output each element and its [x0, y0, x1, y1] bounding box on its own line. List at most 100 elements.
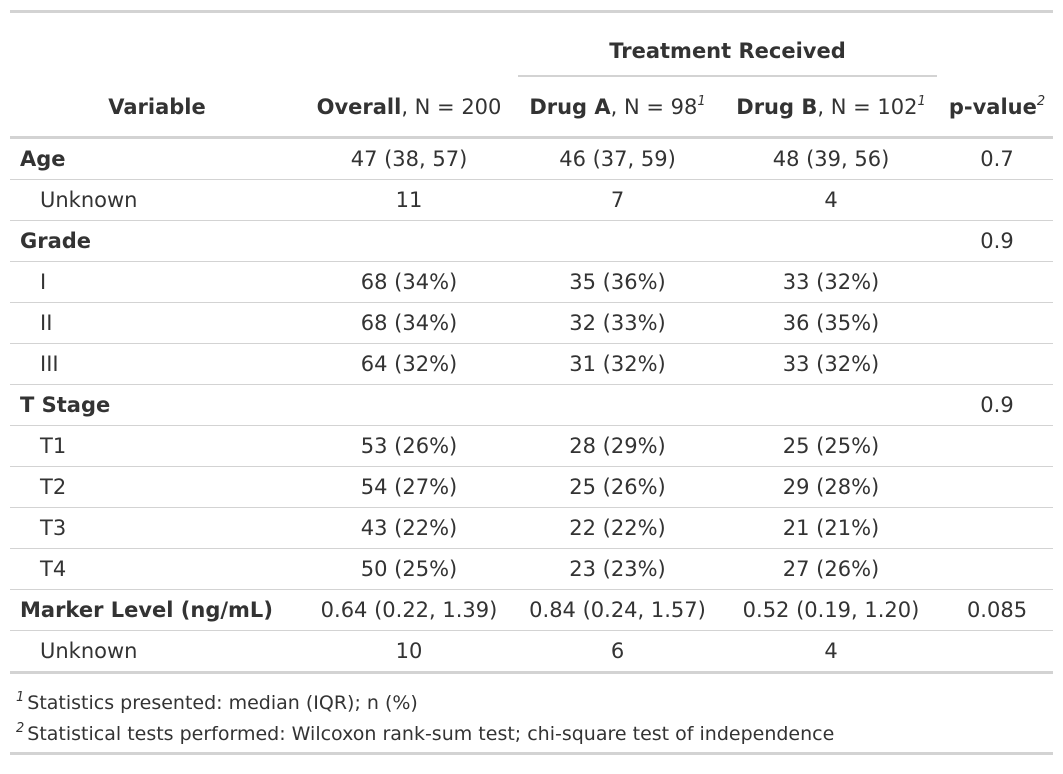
row-label: Grade: [10, 220, 304, 262]
row-label: T4: [10, 548, 304, 590]
column-header-bold: Overall: [316, 94, 402, 119]
cell-p-value: [941, 425, 1053, 467]
table-row: Marker Level (ng/mL) 0.64 (0.22, 1.39) 0…: [10, 589, 1053, 631]
cell-overall: 0.64 (0.22, 1.39): [304, 589, 514, 631]
cell-drug-b: [721, 384, 941, 426]
column-header-bold: Variable: [108, 94, 206, 119]
cell-drug-b: 33 (32%): [721, 261, 941, 303]
cell-drug-a: 6: [514, 630, 721, 673]
column-header-n: , N = 102: [817, 94, 918, 119]
spanner-label: Treatment Received: [518, 39, 937, 77]
cell-p-value: 0.9: [941, 384, 1053, 426]
row-label: Unknown: [10, 179, 304, 221]
cell-overall: 54 (27%): [304, 466, 514, 508]
cell-overall: [304, 384, 514, 426]
cell-p-value: [941, 261, 1053, 303]
column-header-n: , N = 98: [610, 94, 698, 119]
spanner-cell: Treatment Received: [514, 12, 941, 77]
cell-overall: 43 (22%): [304, 507, 514, 549]
spanner-empty-cell: [941, 12, 1053, 78]
cell-overall: 50 (25%): [304, 548, 514, 590]
row-label: III: [10, 343, 304, 385]
column-header-bold: Drug B: [736, 94, 818, 119]
table-footnotes: 1 Statistics presented: median (IQR); n (…: [10, 671, 1053, 754]
row-label: Unknown: [10, 630, 304, 673]
cell-drug-b: 0.52 (0.19, 1.20): [721, 589, 941, 631]
row-label: T Stage: [10, 384, 304, 426]
cell-p-value: [941, 179, 1053, 221]
cell-drug-a: [514, 220, 721, 262]
cell-drug-a: 35 (36%): [514, 261, 721, 303]
cell-drug-a: 46 (37, 59): [559, 147, 676, 171]
table-header: Treatment Received Variable Overall, N =…: [10, 12, 1053, 139]
column-header-overall: Overall, N = 200: [304, 77, 514, 139]
cell-overall: 11: [304, 179, 514, 221]
cell-drug-b: 33 (32%): [721, 343, 941, 385]
column-header-p-value: p-value2: [941, 77, 1053, 139]
cell-p-value: 0.085: [941, 589, 1053, 631]
cell-p-value: [941, 630, 1053, 673]
column-header-row: Variable Overall, N = 200 Drug A, N = 98…: [10, 77, 1053, 139]
column-header-bold: p-value: [948, 94, 1037, 119]
footnote-mark: 2: [1036, 93, 1046, 109]
cell-drug-a: 32 (33%): [514, 302, 721, 344]
footnote-mark: 2: [16, 721, 25, 736]
cell-drug-b: 48 (39, 56): [772, 147, 890, 171]
column-header-drug-a: Drug A, N = 981: [514, 77, 721, 139]
footnote-mark: 1: [16, 690, 25, 705]
table-row: Grade 0.9: [10, 220, 1053, 262]
table-row: T2 54 (27%) 25 (26%) 29 (28%): [10, 466, 1053, 508]
cell-overall: 47 (38, 57): [350, 147, 468, 171]
row-label: II: [10, 302, 304, 344]
row-label: T2: [10, 466, 304, 508]
cell-p-value: 0.9: [941, 220, 1053, 262]
cell-p-value: 0.7: [980, 147, 1014, 171]
table-row: Unknown 10 6 4: [10, 630, 1053, 673]
table-row: III 64 (32%) 31 (32%) 33 (32%): [10, 343, 1053, 385]
cell-drug-a: [514, 384, 721, 426]
cell-drug-b: 21 (21%): [721, 507, 941, 549]
table-row: T4 50 (25%) 23 (23%) 27 (26%): [10, 548, 1053, 590]
cell-drug-b: 27 (26%): [721, 548, 941, 590]
cell-drug-b: [721, 220, 941, 262]
footnote-mark: 1: [917, 93, 926, 109]
cell-p-value: [941, 507, 1053, 549]
column-header-bold: Drug A: [529, 94, 611, 119]
cell-drug-a: 23 (23%): [514, 548, 721, 590]
cell-drug-a: 7: [514, 179, 721, 221]
table-row: II 68 (34%) 32 (33%) 36 (35%): [10, 302, 1053, 344]
footnote-2: 2 Statistical tests performed: Wilcoxon r…: [10, 716, 1053, 754]
cell-drug-b: 36 (35%): [721, 302, 941, 344]
cell-drug-a: 28 (29%): [514, 425, 721, 467]
cell-drug-b: 4: [721, 179, 941, 221]
cell-p-value: [941, 343, 1053, 385]
cell-drug-b: 29 (28%): [721, 466, 941, 508]
spanner-empty-cell: [304, 12, 514, 78]
row-label: T1: [10, 425, 304, 467]
summary-table: Treatment Received Variable Overall, N =…: [10, 10, 1053, 755]
cell-p-value: [941, 302, 1053, 344]
table-row: I 68 (34%) 35 (36%) 33 (32%): [10, 261, 1053, 303]
cell-drug-b: 4: [721, 630, 941, 673]
spanner-row: Treatment Received: [10, 12, 1053, 78]
summary-table-container: Treatment Received Variable Overall, N =…: [10, 10, 1053, 755]
footnote-text: Statistics presented: median (IQR); n (%…: [27, 692, 418, 714]
footnote-1: 1 Statistics presented: median (IQR); n (…: [10, 671, 1053, 716]
cell-overall: 68 (34%): [304, 261, 514, 303]
table-row: Unknown 11 7 4: [10, 179, 1053, 221]
row-label: Marker Level (ng/mL): [10, 589, 304, 631]
cell-drug-b: 25 (25%): [721, 425, 941, 467]
cell-drug-a: 31 (32%): [514, 343, 721, 385]
table-row: Age 47 (38, 57) 46 (37, 59) 48 (39, 56) …: [10, 138, 1053, 180]
row-label: T3: [10, 507, 304, 549]
row-label: Age: [20, 147, 66, 171]
footnote-text: Statistical tests performed: Wilcoxon ra…: [27, 723, 835, 745]
cell-overall: 10: [304, 630, 514, 673]
row-label: I: [10, 261, 304, 303]
footnote-row: 2 Statistical tests performed: Wilcoxon r…: [10, 716, 1053, 754]
cell-p-value: [941, 466, 1053, 508]
cell-drug-a: 25 (26%): [514, 466, 721, 508]
table-row: T3 43 (22%) 22 (22%) 21 (21%): [10, 507, 1053, 549]
cell-p-value: [941, 548, 1053, 590]
column-header-n: , N = 200: [401, 94, 502, 119]
